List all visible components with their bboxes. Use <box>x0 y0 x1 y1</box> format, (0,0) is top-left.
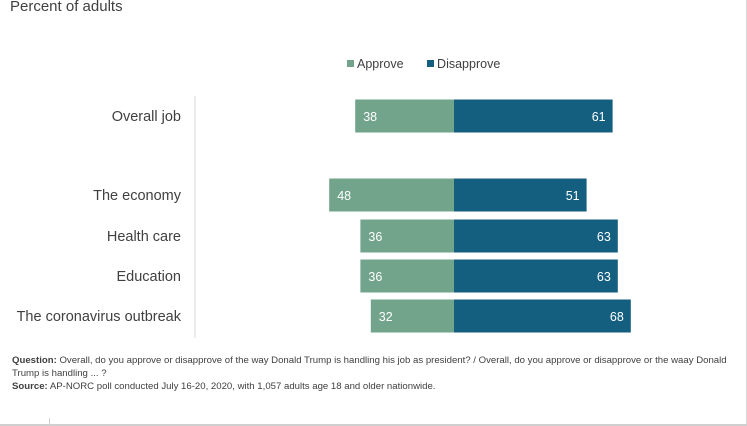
bottom-tick-mark <box>49 418 50 426</box>
category-label-the-coronavirus-outbreak: The coronavirus outbreak <box>17 309 182 325</box>
category-label-overall-job: Overall job <box>112 109 181 125</box>
value-label-approve-overall-job: 38 <box>363 110 377 124</box>
source-label: Source: <box>12 381 48 392</box>
category-label-health-care: Health care <box>107 229 181 245</box>
source-text: AP-NORC poll conducted July 16-20, 2020,… <box>49 381 436 392</box>
value-label-approve-education: 36 <box>368 270 382 284</box>
value-label-disapprove-education: 63 <box>597 270 611 284</box>
bar-approve-the-economy <box>329 178 454 212</box>
bar-approve-education <box>360 259 454 293</box>
bar-approve-the-coronavirus-outbreak <box>370 299 454 333</box>
bar-approve-health-care <box>360 219 454 253</box>
bar-disapprove-the-coronavirus-outbreak <box>454 299 631 333</box>
value-label-approve-health-care: 36 <box>368 230 382 244</box>
value-label-disapprove-the-economy: 51 <box>566 189 580 203</box>
value-label-disapprove-the-coronavirus-outbreak: 68 <box>610 310 624 324</box>
value-label-disapprove-overall-job: 61 <box>592 110 606 124</box>
question-label: Question: <box>12 355 57 366</box>
category-label-education: Education <box>117 269 182 285</box>
category-label-the-economy: The economy <box>93 188 182 204</box>
bottom-divider <box>0 424 747 426</box>
bar-disapprove-health-care <box>454 219 618 253</box>
question-text: Overall, do you approve or disapprove of… <box>12 355 727 379</box>
legend-swatch-approve <box>347 60 354 67</box>
legend-item-disapprove: Disapprove <box>427 57 500 71</box>
bar-disapprove-education <box>454 259 618 293</box>
value-label-approve-the-coronavirus-outbreak: 32 <box>379 310 393 324</box>
legend-swatch-disapprove <box>427 60 435 67</box>
legend-label-disapprove: Disapprove <box>437 56 501 71</box>
legend-label-approve: Approve <box>357 56 404 71</box>
bar-approve-overall-job <box>355 99 454 133</box>
chart-legend: Approve Disapprove <box>347 56 520 71</box>
legend-item-approve: Approve <box>347 57 404 71</box>
bar-disapprove-the-economy <box>454 178 587 212</box>
chart-subtitle: Percent of adults <box>10 0 123 15</box>
question-note: Question: Overall, do you approve or dis… <box>12 354 747 380</box>
source-note: Source: AP-NORC poll conducted July 16-2… <box>12 380 747 393</box>
value-label-approve-the-economy: 48 <box>337 189 351 203</box>
chart-footnotes: Question: Overall, do you approve or dis… <box>12 354 747 393</box>
value-label-disapprove-health-care: 63 <box>597 230 611 244</box>
bar-disapprove-overall-job <box>454 99 613 133</box>
